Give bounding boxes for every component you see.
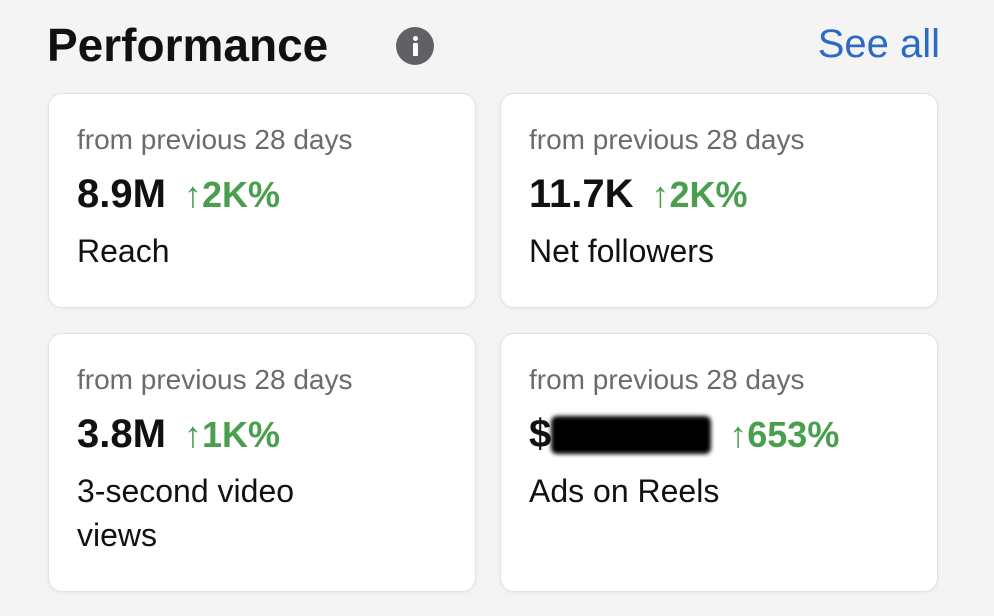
metric-card[interactable]: from previous 28 days 8.9M ↑2K% Reach — [48, 93, 476, 308]
metric-card[interactable]: from previous 28 days 3.8M ↑1K% 3-second … — [48, 333, 476, 592]
info-icon[interactable] — [396, 27, 434, 65]
metric-value: 11.7K — [529, 172, 634, 216]
section-title: Performance — [47, 19, 329, 71]
metric-label: Reach — [77, 233, 170, 269]
metric-card[interactable]: from previous 28 days 11.7K ↑2K% Net foll… — [500, 93, 938, 308]
metric-change: ↑1K% — [183, 413, 280, 455]
metric-label: Ads on Reels — [529, 473, 720, 509]
metric-value: 3.8M — [77, 412, 166, 456]
see-all-link[interactable]: See all — [817, 22, 940, 66]
metric-change: ↑2K% — [183, 173, 280, 215]
period: from previous 28 days — [77, 364, 353, 395]
metric-label: 3-second video views — [77, 473, 295, 553]
metric-change: ↑2K% — [651, 173, 748, 215]
metric-value: 8.9M — [77, 172, 166, 216]
metric-value: $ — [529, 412, 552, 456]
period: from previous 28 days — [529, 124, 805, 155]
metric-card[interactable]: from previous 28 days $ ↑653% Ads on Reel… — [500, 333, 938, 592]
period: from previous 28 days — [529, 364, 805, 395]
metric-label: Net followers — [529, 233, 714, 269]
metric-change: ↑653% — [729, 413, 840, 455]
redaction — [551, 415, 712, 454]
period: from previous 28 days — [77, 124, 353, 155]
